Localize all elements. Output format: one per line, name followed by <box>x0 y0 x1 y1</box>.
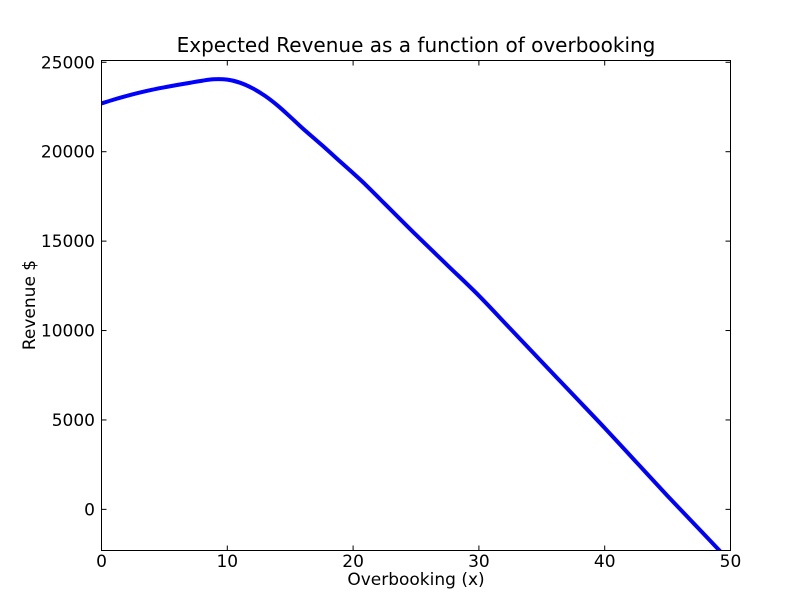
x-tick-label: 0 <box>96 552 107 572</box>
x-tick-label: 40 <box>594 552 616 572</box>
x-tick-label: 20 <box>342 552 364 572</box>
x-tick-label: 10 <box>216 552 238 572</box>
x-tick-label: 50 <box>720 552 742 572</box>
y-axis-label: Revenue $ <box>20 259 40 351</box>
axes-frame <box>101 60 731 551</box>
y-tick-label: 25000 <box>41 53 95 73</box>
chart-title: Expected Revenue as a function of overbo… <box>176 33 656 57</box>
y-tick-label: 0 <box>84 500 95 520</box>
x-tick-label: 30 <box>468 552 490 572</box>
y-tick-label: 5000 <box>52 411 95 431</box>
x-axis-label: Overbooking (x) <box>347 570 485 590</box>
y-tick-label: 20000 <box>41 143 95 163</box>
y-tick-label: 10000 <box>41 322 95 342</box>
y-tick-label: 15000 <box>41 232 95 252</box>
revenue-curve <box>101 77 723 551</box>
